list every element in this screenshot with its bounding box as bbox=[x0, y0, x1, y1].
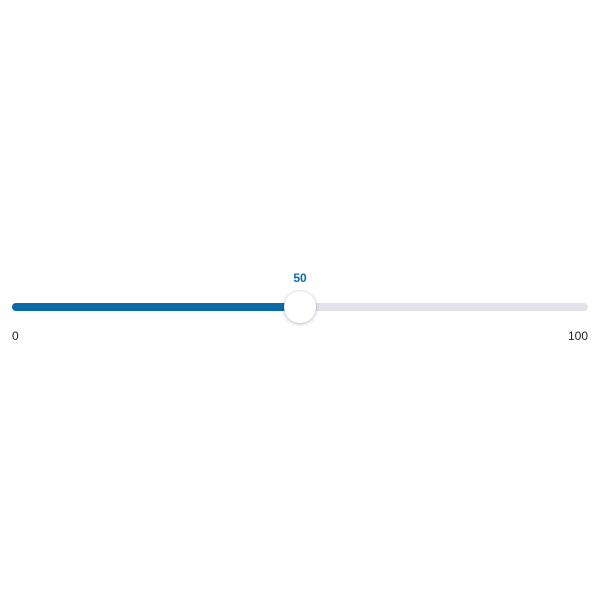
slider-max-label: 100 bbox=[567, 329, 588, 343]
slider-thumb[interactable] bbox=[284, 291, 316, 323]
slider-min-label: 0 bbox=[12, 329, 19, 343]
range-slider[interactable]: 50 0 100 bbox=[12, 270, 588, 350]
slider-fill bbox=[12, 303, 300, 311]
slider-value-label: 50 bbox=[293, 271, 307, 285]
